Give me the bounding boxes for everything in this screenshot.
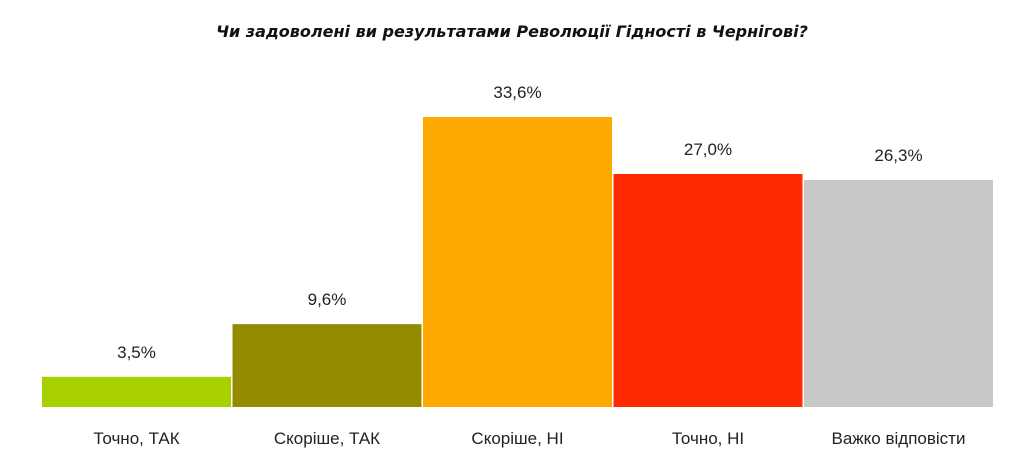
category-label: Важко відповісти bbox=[832, 429, 966, 448]
category-label: Скоріше, ТАК bbox=[274, 429, 380, 448]
data-label: 9,6% bbox=[308, 290, 347, 309]
category-label: Скоріше, НІ bbox=[471, 429, 563, 448]
data-label: 26,3% bbox=[874, 146, 922, 165]
data-label: 33,6% bbox=[493, 83, 541, 102]
category-label: Точно, НІ bbox=[672, 429, 744, 448]
data-label: 27,0% bbox=[684, 140, 732, 159]
bar-2 bbox=[232, 324, 422, 407]
bar-5 bbox=[804, 180, 993, 407]
bar-4 bbox=[613, 173, 803, 407]
data-label: 3,5% bbox=[117, 343, 156, 362]
bar-3 bbox=[423, 117, 612, 407]
chart-title: Чи задоволені ви результатами Революції … bbox=[216, 22, 808, 41]
bar-1 bbox=[42, 376, 231, 407]
category-label: Точно, ТАК bbox=[93, 429, 179, 448]
